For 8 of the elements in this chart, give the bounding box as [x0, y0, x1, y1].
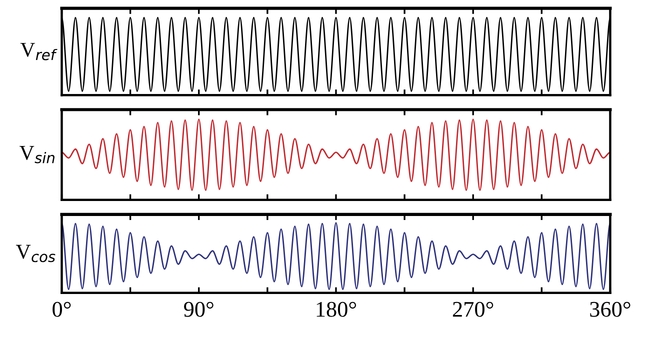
y-axis-title: V$_{ref}$ [20, 42, 58, 60]
x-tick-label: 180° [316, 302, 356, 317]
x-tick-label: 360° [590, 302, 630, 317]
y-axis-title: V$_{sin}$ [20, 146, 54, 164]
y-axis-title: V$_{cos}$ [16, 244, 56, 262]
x-tick-label: 270° [452, 302, 494, 317]
x-tick-label: 0° [52, 302, 71, 317]
x-tick-label: 90° [184, 302, 214, 317]
